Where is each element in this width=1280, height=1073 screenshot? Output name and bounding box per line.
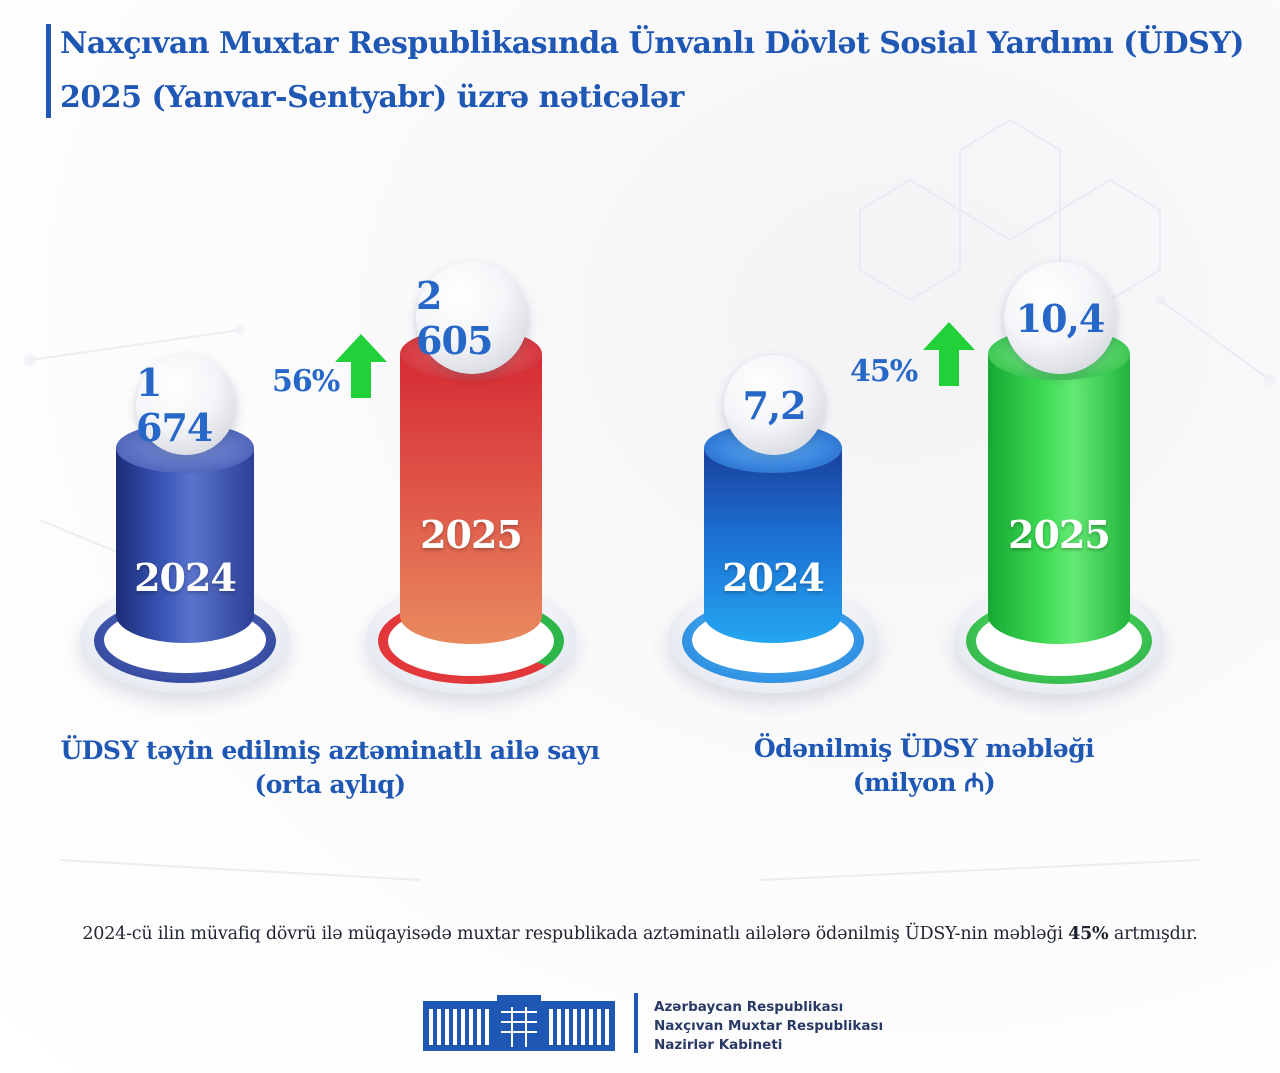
footnote: 2024-cü ilin müvafiq dövrü ilə müqayisəd… <box>0 924 1280 944</box>
org-line-3: Nazirlər Kabineti <box>654 1037 783 1053</box>
bar-2024-amount: 2024 7,2 <box>668 355 878 725</box>
chart1-caption-line2: (orta aylıq) <box>254 770 406 799</box>
value-bubble: 10,4 <box>1004 262 1116 374</box>
value-bubble: 7,2 <box>724 355 824 455</box>
data-label: 2 605 <box>416 273 493 363</box>
chart2-caption-line2: (milyon ₼) <box>852 768 996 797</box>
page-title: Naxçıvan Muxtar Respublikasında Ünvanlı … <box>60 26 1244 61</box>
bar-2025-families: 2025 2 605 <box>366 262 576 727</box>
chart2-caption-line1: Ödənilmiş ÜDSY məbləği <box>753 734 1095 763</box>
data-label: 1 674 <box>136 360 213 450</box>
year-label: 2025 <box>1008 512 1111 557</box>
change-percent-label: 56% <box>272 364 340 399</box>
bar-2025-amount: 2025 10,4 <box>954 262 1164 727</box>
data-label: 10,4 <box>1015 295 1106 341</box>
chart1-caption: ÜDSY təyin edilmiş aztəminatlı ailə sayı… <box>40 734 620 802</box>
logo-divider <box>634 993 638 1053</box>
year-label: 2025 <box>420 512 523 557</box>
value-bubble: 1 674 <box>136 355 236 455</box>
org-line-1: Azərbaycan Respublikası <box>654 999 844 1015</box>
org-line-2: Naxçıvan Muxtar Respublikası <box>654 1018 884 1034</box>
bar-2024-families: 2024 1 674 <box>80 355 290 725</box>
government-building-logo <box>423 995 615 1051</box>
chart2-caption: Ödənilmiş ÜDSY məbləği (milyon ₼) <box>634 732 1214 800</box>
data-label: 7,2 <box>742 382 806 428</box>
up-arrow-icon <box>923 322 975 386</box>
chart1-caption-line1: ÜDSY təyin edilmiş aztəminatlı ailə sayı <box>60 736 600 765</box>
title-accent-bar <box>46 24 51 118</box>
page-subtitle: 2025 (Yanvar-Sentyabr) üzrə nəticələr <box>60 80 684 115</box>
value-bubble: 2 605 <box>416 262 528 374</box>
year-label: 2024 <box>722 555 825 600</box>
year-label: 2024 <box>134 555 237 600</box>
up-arrow-icon <box>335 334 387 398</box>
change-percent-label: 45% <box>850 354 918 389</box>
footnote-end: artmışdır. <box>1108 924 1198 944</box>
footnote-text: 2024-cü ilin müvafiq dövrü ilə müqayisəd… <box>82 924 1069 944</box>
footnote-highlight: 45% <box>1068 924 1109 944</box>
